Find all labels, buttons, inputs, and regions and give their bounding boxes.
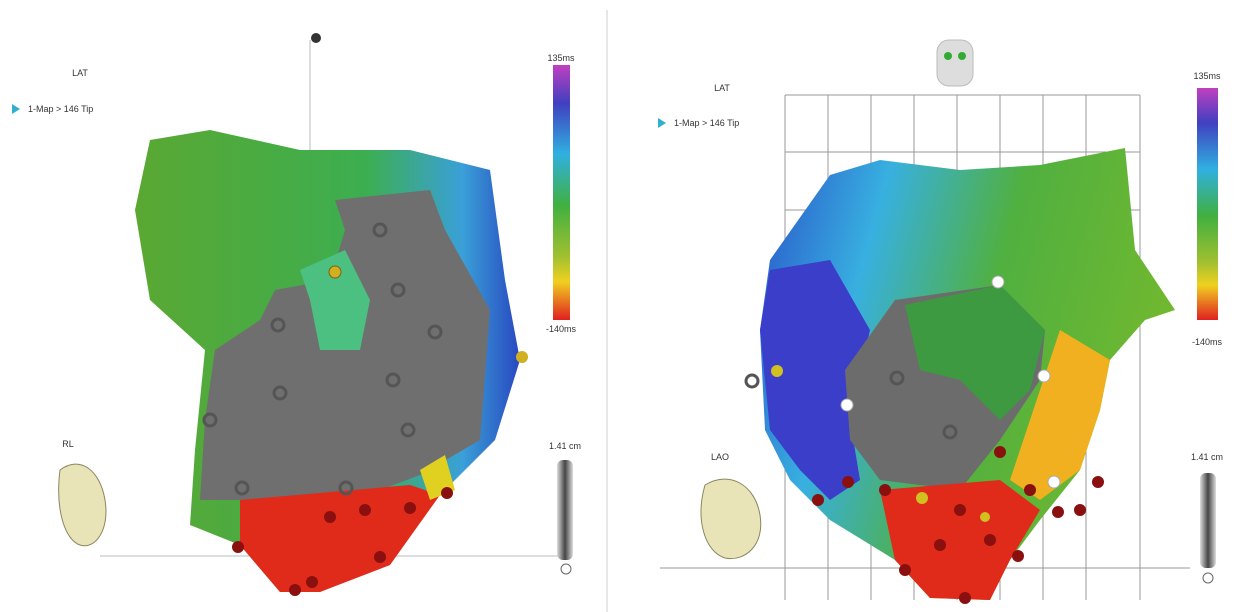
point	[329, 266, 341, 278]
scale-max: 135ms	[1193, 71, 1221, 81]
view-label: RL	[62, 439, 74, 449]
marker	[311, 33, 321, 43]
left-panel: LAT 1-Map > 146 Tip 135ms -140ms RL 1.41…	[12, 33, 581, 596]
distance-bar	[1200, 473, 1216, 568]
distance-bar	[557, 460, 573, 560]
map-arrow	[658, 118, 666, 128]
color-bar	[1197, 88, 1218, 320]
map-label: 1-Map > 146 Tip	[28, 104, 93, 114]
scale-max: 135ms	[547, 53, 575, 63]
right-panel: LAT 1-Map > 146 Tip 135ms -140	[658, 40, 1223, 604]
view-label: LAO	[711, 452, 729, 462]
heart-icon	[59, 464, 106, 546]
map-arrow	[12, 104, 20, 114]
scale-marker	[1203, 573, 1213, 583]
heart-icon	[701, 479, 761, 558]
orientation-icon	[937, 40, 973, 86]
early-region	[880, 480, 1040, 600]
panel-title: LAT	[714, 83, 730, 93]
scale-min: -140ms	[546, 324, 577, 334]
point	[516, 351, 528, 363]
screenshot: LAT 1-Map > 146 Tip 135ms -140ms RL 1.41…	[0, 0, 1239, 612]
orientation-eye	[958, 52, 966, 60]
scale-marker	[561, 564, 571, 574]
color-bar	[553, 65, 570, 320]
panel-title: LAT	[72, 68, 88, 78]
distance: 1.41 cm	[1191, 452, 1223, 462]
scale-min: -140ms	[1192, 337, 1223, 347]
distance: 1.41 cm	[549, 441, 581, 451]
orientation-eye	[944, 52, 952, 60]
map-label: 1-Map > 146 Tip	[674, 118, 739, 128]
early-region	[240, 485, 440, 592]
